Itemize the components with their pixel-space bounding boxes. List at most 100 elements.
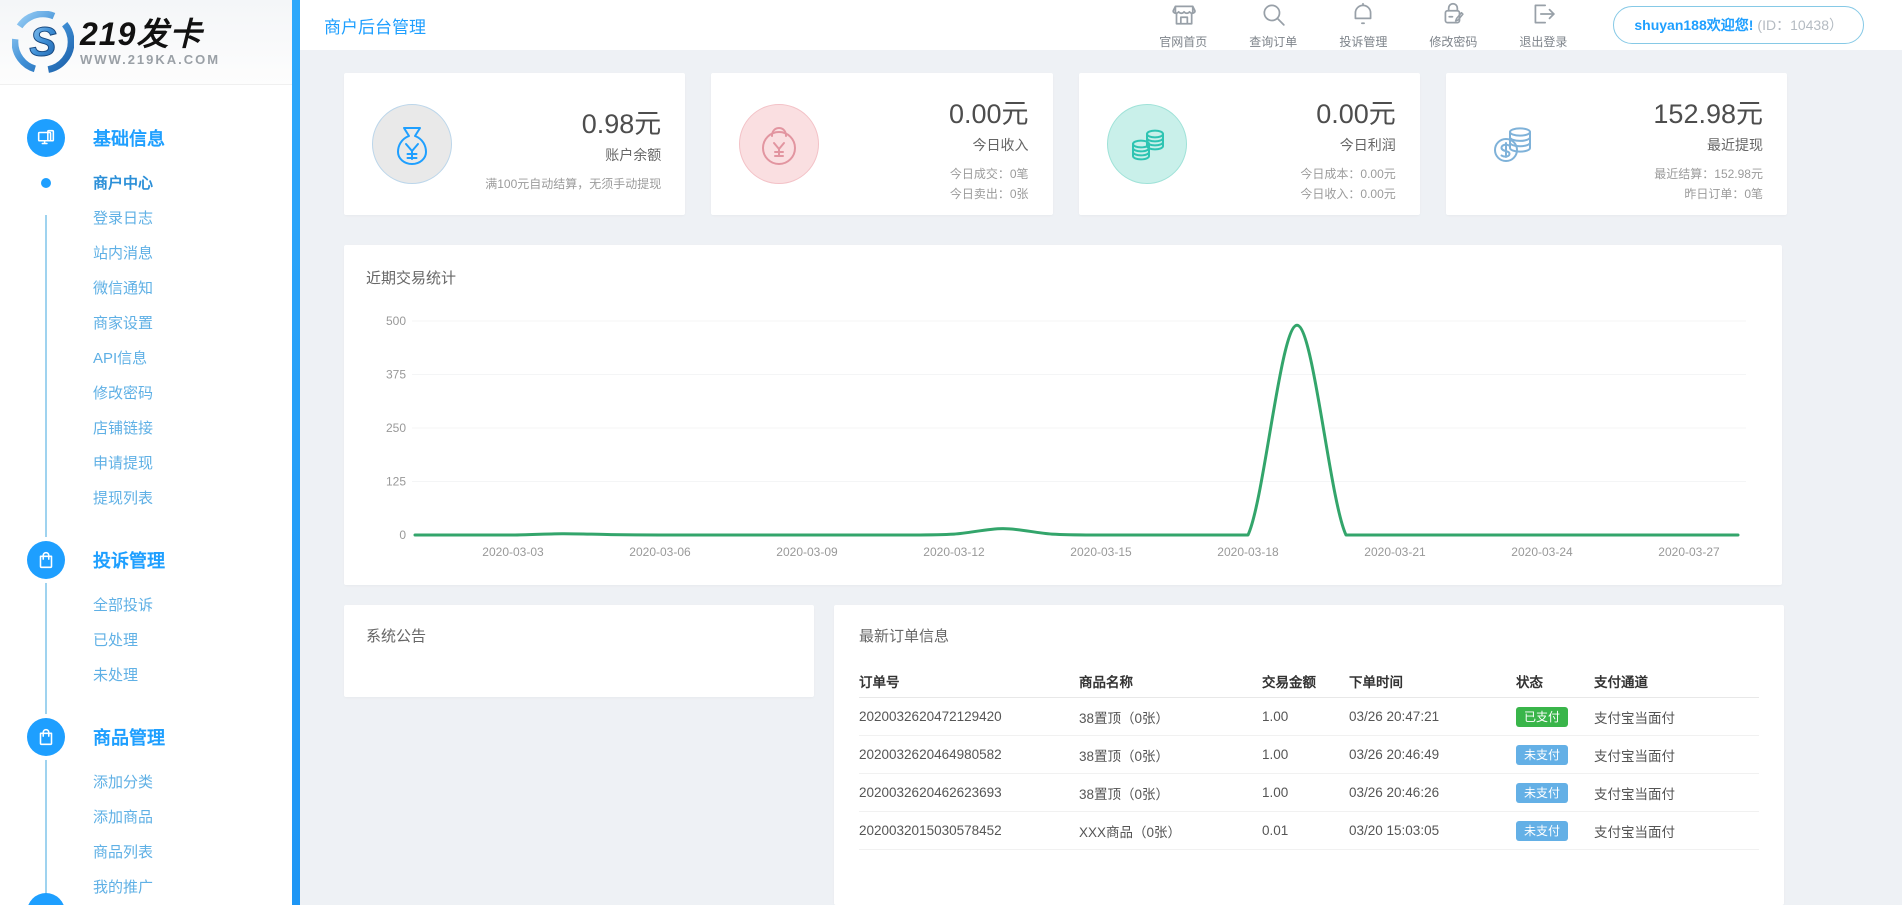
sidebar-item-添加分类[interactable]: 添加分类 (93, 774, 154, 791)
stat-icon-circle (739, 104, 820, 184)
sidebar-section-header: 投诉管理 (0, 541, 292, 579)
content: 0.98元 账户余额 满100元自动结算，无须手动提现 0.00元 今日收入 今… (300, 50, 1902, 905)
orders-table: 订单号 商品名称 交易金额 下单时间 状态 支付通道 2020032620472129420… (859, 664, 1759, 850)
table-row[interactable]: 2020032620472129420 38置顶（0张） 1.00 03/26 20:… (859, 698, 1759, 736)
x-tick-label: 2020-03-24 (1511, 545, 1573, 559)
sidebar-menu: 基础信息商户中心登录日志站内消息微信通知商家设置 API信息修改密码店铺链接申请提… (0, 85, 292, 905)
topbar-item-退出登录[interactable]: 退出登录 (1519, 1, 1567, 50)
sidebar-section-投诉管理: 投诉管理全部投诉已处理未处理 (0, 541, 292, 698)
announcement-panel: 系统公告 (344, 605, 814, 697)
chart-title: 近期交易统计 (366, 270, 457, 287)
sidebar-section-title: 投诉管理 (93, 551, 165, 571)
status-cell: 未支付 (1516, 782, 1594, 803)
brand-url: WWW.219KA.COM (80, 51, 221, 67)
sidebar-item-登录日志[interactable]: 登录日志 (93, 210, 154, 227)
stat-card-今日利润: 0.00元 今日利润 今日成本：0.00元 今日收入：0.00元 (1078, 73, 1420, 215)
search-icon (1263, 3, 1285, 26)
sidebar-item-我的推广[interactable]: 我的推广 (93, 879, 154, 896)
user-badge[interactable]: shuyan188欢迎您! (ID：10438） (1613, 6, 1864, 44)
product-name: 38置顶（0张） (1079, 786, 1170, 802)
status-badge: 已支付 (1516, 706, 1569, 727)
sidebar-item-修改密码[interactable]: 修改密码 (93, 385, 154, 402)
sidebar-section-商品管理: 商品管理添加分类添加商品商品列表我的推广下级代理代理商品列表全网商品对接回收站 (0, 718, 292, 905)
topbar-item-label: 投诉管理 (1339, 34, 1388, 49)
sidebar-item-站内消息[interactable]: 站内消息 (93, 245, 154, 262)
payment-channel: 支付宝当面付 (1594, 786, 1675, 802)
sidebar-section-header: 商品管理 (0, 718, 292, 756)
purse-yuan-icon (762, 127, 797, 165)
status-cell: 未支付 (1516, 820, 1594, 841)
sidebar-item-微信通知[interactable]: 微信通知 (93, 280, 154, 297)
stat-sublines: 今日成交：0笔 今日卖出：0张 (819, 165, 1029, 205)
stat-subline: 昨日订单：0笔 (1684, 186, 1763, 201)
topbar-item-官网首页[interactable]: 官网首页 (1159, 1, 1207, 50)
amount: 0.01 (1262, 823, 1289, 838)
sidebar-section-items: 商户中心登录日志站内消息微信通知商家设置 API信息修改密码店铺链接申请提现提现列… (0, 163, 292, 521)
stat-label: 账户余额 (605, 146, 662, 163)
sidebar-item-商品列表[interactable]: 商品列表 (93, 844, 154, 861)
sidebar-item-店铺链接[interactable]: 店铺链接 (93, 420, 154, 437)
sidebar-accent-stripe (292, 0, 300, 905)
sidebar-item-提现列表[interactable]: 提现列表 (93, 490, 154, 507)
topbar-item-label: 修改密码 (1429, 34, 1478, 49)
payment-channel: 支付宝当面付 (1594, 710, 1675, 726)
stat-card-今日收入: 0.00元 今日收入 今日成交：0笔 今日卖出：0张 (711, 73, 1053, 215)
sidebar-section-基础信息: 基础信息商户中心登录日志站内消息微信通知商家设置 API信息修改密码店铺链接申请提… (0, 119, 292, 521)
order-time: 03/20 15:03:05 (1349, 823, 1440, 838)
order-number: 2020032620464980582 (859, 747, 1002, 762)
announcement-title: 系统公告 (366, 628, 427, 645)
stat-text: 0.00元 今日收入 今日成交：0笔 今日卖出：0张 (819, 84, 1029, 205)
brand-s-logo-icon: S (12, 11, 74, 73)
stat-label: 今日利润 (1339, 136, 1396, 153)
storefront-icon (1172, 5, 1197, 25)
user-name: shuyan188欢迎您! (1634, 17, 1754, 33)
x-tick-label: 2020-03-12 (923, 545, 985, 559)
table-row[interactable]: 2020032015030578452 XXX商品（0张） 0.01 03/20 15… (859, 812, 1759, 850)
x-tick-label: 2020-03-18 (1217, 545, 1279, 559)
chart-card: 近期交易统计 0 125 250 375 500 2020-03-03 2020-03-06… (344, 245, 1782, 585)
orders-col-header: 支付通道 (1594, 674, 1648, 690)
topbar-item-修改密码[interactable]: 修改密码 (1429, 1, 1477, 50)
product-name: 38置顶（0张） (1079, 748, 1170, 764)
stat-icon-circle (1474, 104, 1554, 184)
sidebar-item-已处理[interactable]: 已处理 (93, 632, 139, 649)
coins-dollar-icon (1493, 127, 1531, 162)
sidebar-item-添加商品[interactable]: 添加商品 (93, 809, 154, 826)
sidebar-item-全部投诉[interactable]: 全部投诉 (93, 597, 154, 614)
brand-logo[interactable]: S 219发卡 WWW.219KA.COM (0, 0, 292, 85)
stat-value: 0.00元 (948, 98, 1029, 129)
payment-channel: 支付宝当面付 (1594, 824, 1675, 840)
stat-text: 0.00元 今日利润 今日成本：0.00元 今日收入：0.00元 (1187, 84, 1396, 205)
topbar-item-投诉管理[interactable]: 投诉管理 (1339, 1, 1387, 50)
x-tick-label: 2020-03-06 (629, 545, 691, 559)
stat-value: 0.00元 (1316, 98, 1396, 129)
stat-icon-circle (1106, 104, 1187, 184)
stat-subline: 今日成本：0.00元 (1300, 166, 1396, 181)
stat-subline: 今日收入：0.00元 (1300, 186, 1396, 201)
x-tick-label: 2020-03-27 (1658, 545, 1720, 559)
order-time: 03/26 20:46:26 (1349, 785, 1440, 800)
status-badge: 未支付 (1516, 820, 1569, 841)
sidebar-item-商户中心[interactable]: 商户中心 (0, 165, 292, 200)
stat-card-最近提现: 152.98元 最近提现 最近结算：152.98元 昨日订单：0笔 (1445, 73, 1787, 215)
y-tick-label: 125 (386, 475, 406, 489)
sidebar-item-未处理[interactable]: 未处理 (93, 667, 139, 684)
y-tick-label: 250 (386, 421, 406, 435)
sidebar-item-申请提现[interactable]: 申请提现 (93, 455, 154, 472)
stat-text: 0.98元 账户余额 满100元自动结算，无须手动提现 (452, 94, 661, 195)
payment-channel: 支付宝当面付 (1594, 748, 1675, 764)
sidebar-section-header: 基础信息 (0, 119, 292, 157)
orders-panel: 最新订单信息 订单号 商品名称 交易金额 下单时间 状态 支付通道 202003262047… (834, 605, 1784, 905)
topbar-item-label: 退出登录 (1519, 34, 1568, 49)
sidebar-item-API信息[interactable]: API信息 (93, 350, 148, 367)
stat-value: 0.98元 (581, 108, 662, 139)
orders-col-header: 状态 (1516, 674, 1543, 690)
sidebar-next-section-icon (27, 893, 65, 905)
stat-card-账户余额: 0.98元 账户余额 满100元自动结算，无须手动提现 (344, 73, 686, 215)
topbar-item-查询订单[interactable]: 查询订单 (1249, 1, 1297, 50)
sidebar-item-商家设置[interactable]: 商家设置 (93, 315, 154, 332)
lock-edit-icon (1444, 2, 1465, 24)
table-row[interactable]: 2020032620464980582 38置顶（0张） 1.00 03/26 20:… (859, 736, 1759, 774)
table-row[interactable]: 2020032620462623693 38置顶（0张） 1.00 03/26 20:… (859, 774, 1759, 812)
product-name: 38置顶（0张） (1079, 710, 1170, 726)
